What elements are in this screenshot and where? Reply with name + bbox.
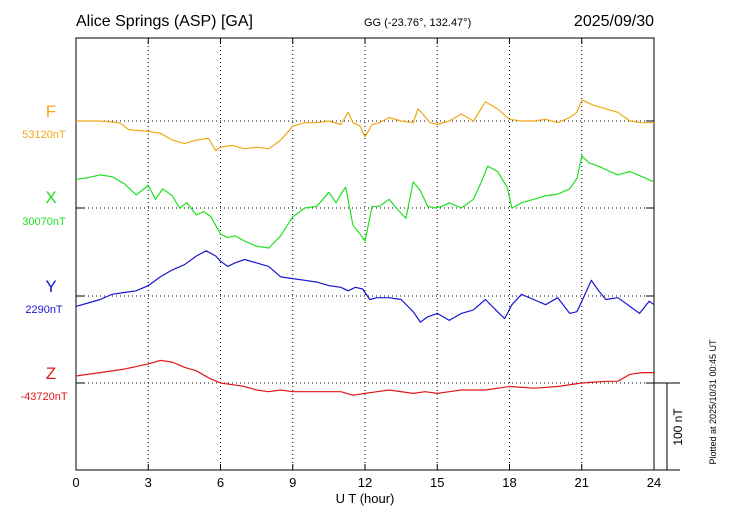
x-tick-label: 12 <box>358 475 372 490</box>
x-tick-label: 9 <box>289 475 296 490</box>
series-line-x <box>75 155 655 249</box>
series-name-z: Z <box>46 364 56 383</box>
series-baseline-value-y: 2290nT <box>25 304 63 316</box>
x-tick-label: 3 <box>145 475 152 490</box>
series-baseline-value-z: -43720nT <box>20 391 67 403</box>
series-line-z <box>75 359 654 396</box>
series-lines <box>75 99 655 396</box>
series-name-f: F <box>46 102 56 121</box>
series-baseline-value-f: 53120nT <box>22 129 66 141</box>
x-tick-label: 0 <box>72 475 79 490</box>
x-tick-label: 15 <box>430 475 444 490</box>
x-tick-label: 18 <box>502 475 516 490</box>
station-coordinates: GG (-23.76°, 132.47°) <box>364 17 471 29</box>
x-tick-label: 21 <box>575 475 589 490</box>
series-line-y <box>75 250 655 323</box>
plotted-timestamp: Plotted at 2025/10/31 00:45 UT <box>708 339 718 465</box>
series-name-y: Y <box>45 277 56 296</box>
series-baselines <box>76 120 654 384</box>
x-axis-ticks: 0 3 6 9 12 15 18 21 24 <box>72 38 661 490</box>
series-labels: F 53120nT X 30070nT Y 2290nT Z -43720nT <box>20 102 67 403</box>
scale-bar-label: 100 nT <box>671 408 685 446</box>
station-title: Alice Springs (ASP) [GA] <box>76 13 253 30</box>
x-tick-label: 24 <box>647 475 661 490</box>
series-name-x: X <box>45 188 56 207</box>
scale-bar: 100 nT <box>654 382 685 471</box>
series-line-f <box>76 99 654 152</box>
series-baseline-value-x: 30070nT <box>22 216 66 228</box>
chart-date: 2025/09/30 <box>574 13 654 30</box>
x-axis-label: U T (hour) <box>336 491 395 506</box>
x-tick-label: 6 <box>217 475 224 490</box>
vertical-gridlines <box>147 38 583 470</box>
